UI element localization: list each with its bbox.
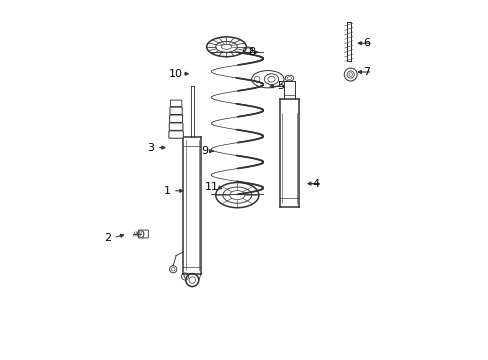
FancyBboxPatch shape (170, 107, 182, 114)
Text: 6: 6 (363, 38, 369, 48)
Text: 4: 4 (312, 179, 320, 189)
FancyBboxPatch shape (169, 115, 182, 122)
Text: 9: 9 (201, 146, 208, 156)
Text: 7: 7 (363, 67, 370, 77)
FancyBboxPatch shape (168, 131, 183, 138)
FancyBboxPatch shape (138, 230, 148, 238)
Text: 3: 3 (147, 143, 154, 153)
FancyBboxPatch shape (169, 123, 183, 130)
Text: 10: 10 (169, 69, 183, 79)
Text: 11: 11 (204, 182, 219, 192)
Text: 2: 2 (104, 233, 111, 243)
Text: 8: 8 (247, 47, 255, 57)
FancyBboxPatch shape (170, 100, 182, 107)
Text: 1: 1 (163, 186, 170, 196)
Text: 5: 5 (276, 81, 284, 91)
